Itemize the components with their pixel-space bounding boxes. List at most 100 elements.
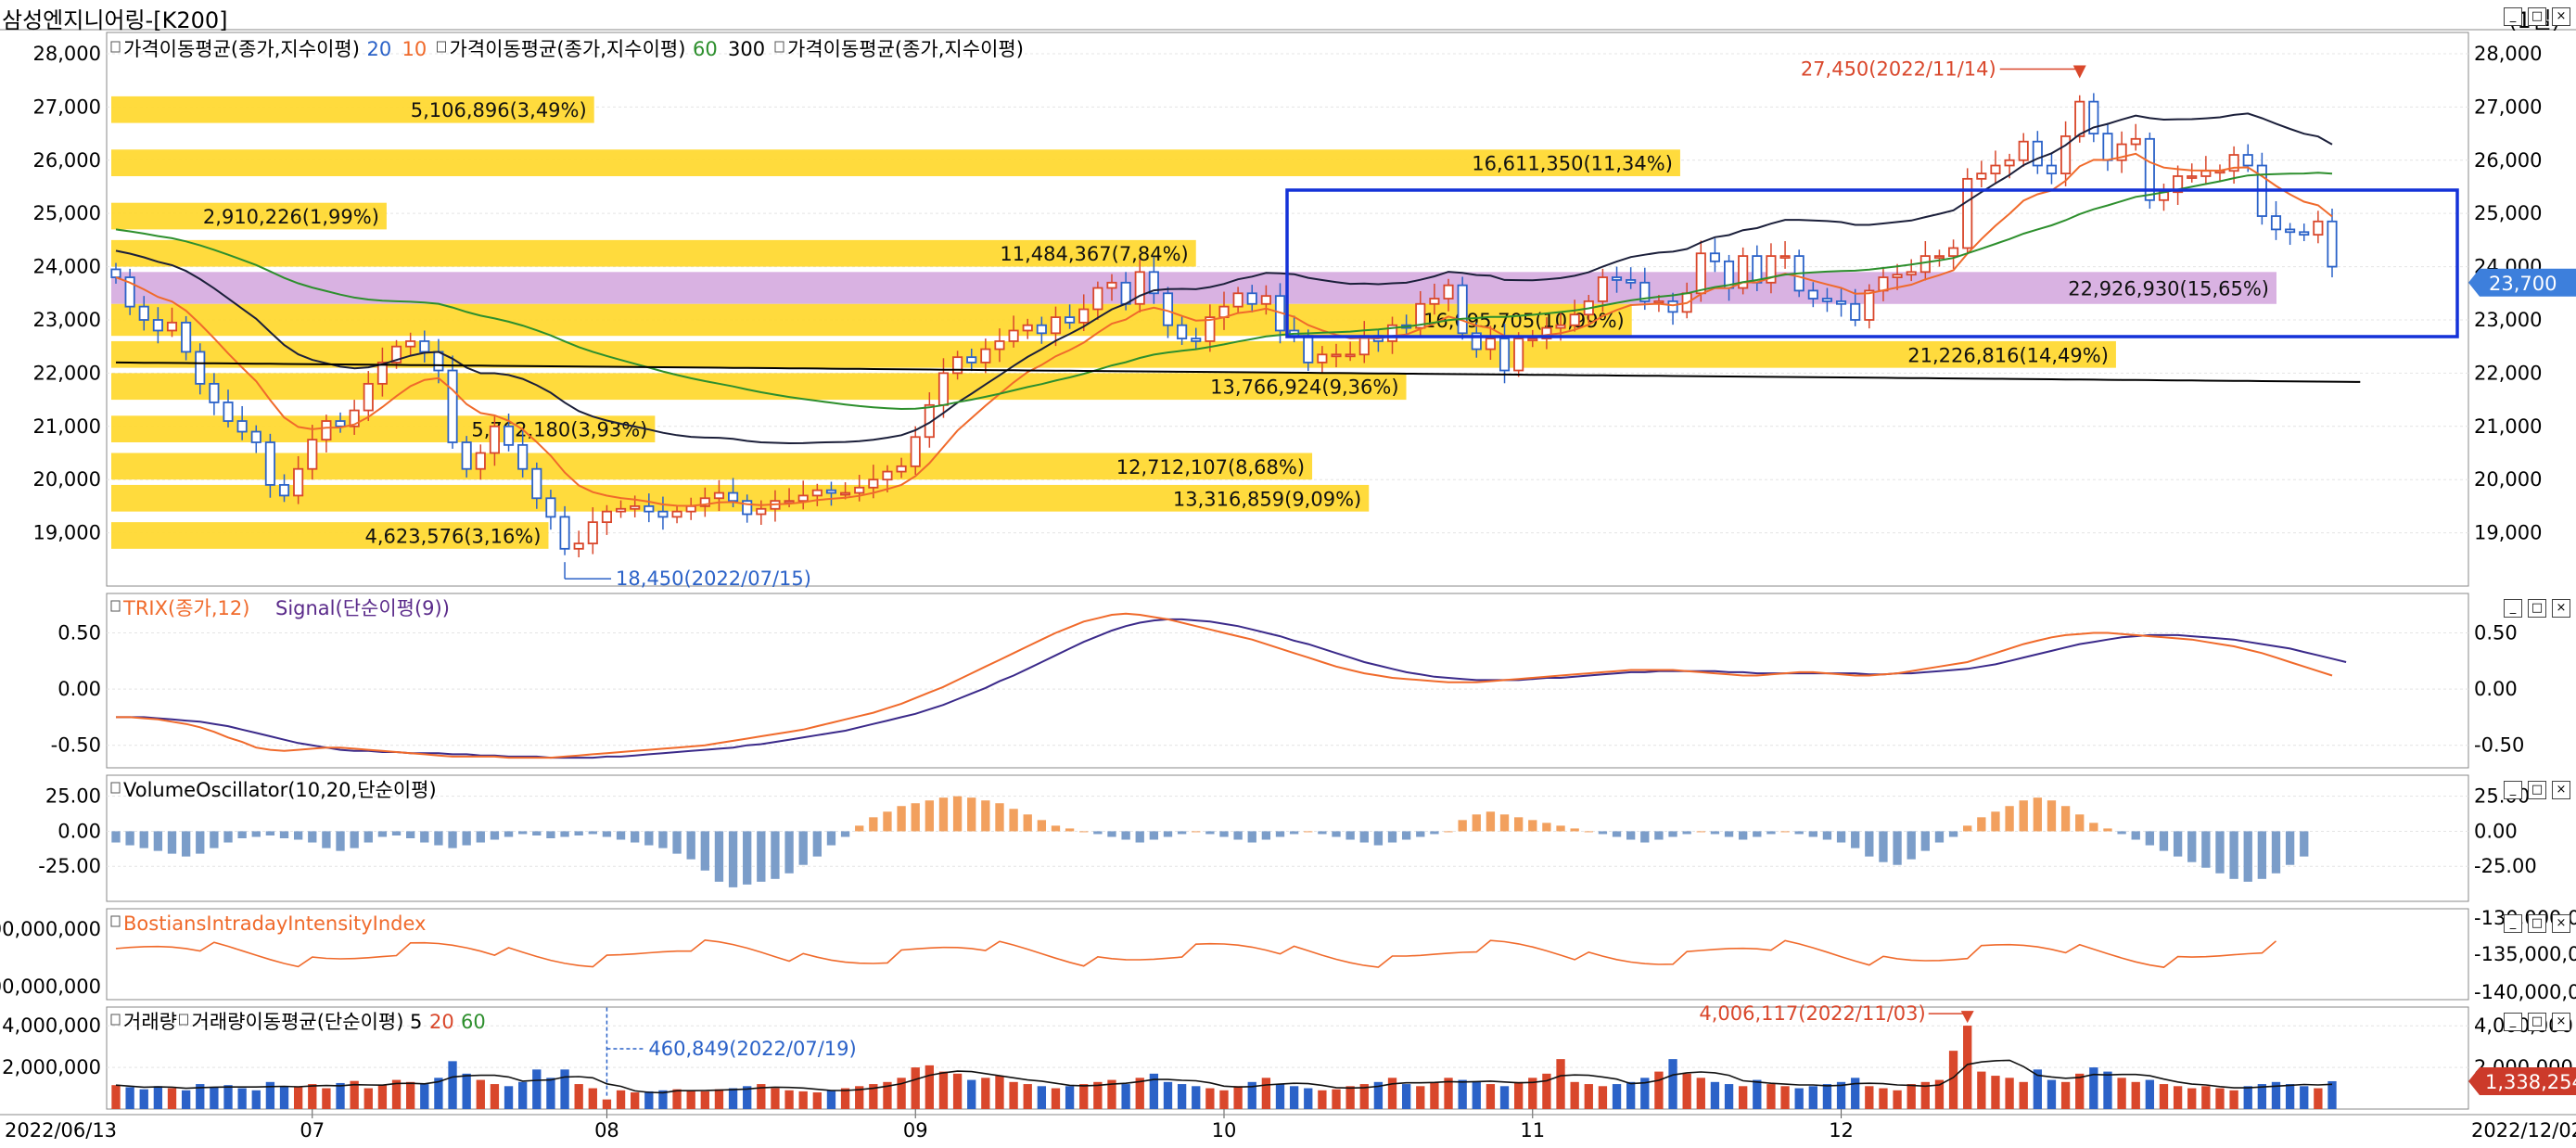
bii-line bbox=[115, 938, 2277, 968]
trix-line bbox=[116, 612, 2333, 759]
candle-body bbox=[825, 489, 837, 494]
price-ytick-right: 27,000 bbox=[2474, 96, 2542, 118]
volume-legend-item: 60 bbox=[461, 1011, 486, 1033]
volume-bar bbox=[1640, 1078, 1650, 1109]
volume-bar bbox=[911, 1067, 920, 1109]
x-axis-label: 12 bbox=[1829, 1119, 1854, 1142]
restore-icon[interactable]: □ bbox=[2528, 914, 2546, 933]
trix-ytick-right: 0.00 bbox=[2474, 678, 2518, 700]
vo-bar bbox=[1023, 814, 1032, 832]
close-icon[interactable]: × bbox=[2552, 1013, 2570, 1031]
close-icon[interactable]: × bbox=[2552, 781, 2570, 799]
volume-bar bbox=[2215, 1088, 2225, 1109]
volume-bar bbox=[1430, 1081, 1439, 1109]
vo-bar bbox=[798, 831, 808, 865]
candle-body bbox=[644, 504, 655, 513]
vo-bar bbox=[2215, 831, 2225, 874]
candle-body bbox=[742, 500, 753, 516]
candle-body bbox=[2299, 231, 2310, 236]
restore-icon[interactable]: □ bbox=[2528, 1013, 2546, 1031]
x-axis-label: 2022/06/13 bbox=[5, 1119, 117, 1142]
vo-bar bbox=[2075, 814, 2085, 832]
vo-bar bbox=[1640, 831, 1650, 843]
vo-bar bbox=[700, 831, 709, 871]
panel-frame-vol bbox=[106, 1006, 2469, 1110]
volume-bar bbox=[1513, 1081, 1524, 1109]
volume-bar bbox=[1668, 1059, 1677, 1109]
volume-ytick-left: 4,000,000 bbox=[2, 1014, 101, 1037]
candle-body bbox=[475, 452, 486, 470]
candle-body bbox=[1976, 172, 1987, 180]
vo-bar bbox=[2257, 831, 2267, 879]
restore-icon[interactable]: □ bbox=[2528, 7, 2546, 26]
close-icon[interactable]: × bbox=[2552, 914, 2570, 933]
close-icon[interactable]: × bbox=[2552, 7, 2570, 26]
volume-bar bbox=[1766, 1084, 1776, 1109]
vo-ytick-right: 0.00 bbox=[2474, 820, 2518, 842]
low-annotation: 18,450(2022/07/15) bbox=[616, 568, 811, 590]
candle-body bbox=[1766, 255, 1777, 284]
volume-bar bbox=[1780, 1086, 1790, 1109]
volume-bar bbox=[2131, 1081, 2140, 1109]
candle-body bbox=[1386, 324, 1398, 342]
minimize-icon[interactable]: _ bbox=[2504, 781, 2522, 799]
volume-bar bbox=[223, 1085, 233, 1109]
vo-bar bbox=[2271, 831, 2281, 874]
vo-bar bbox=[1359, 831, 1369, 843]
candle-body bbox=[1443, 284, 1454, 300]
minimize-icon[interactable]: _ bbox=[2504, 7, 2522, 26]
volume-bar bbox=[2271, 1081, 2281, 1109]
candle-body bbox=[1246, 292, 1257, 305]
vo-bar bbox=[1934, 831, 1945, 843]
vo-bar bbox=[1963, 825, 1972, 832]
volume-by-price-label: 22,926,930(15,65%) bbox=[2068, 278, 2269, 300]
volume-by-price-label: 11,484,367(7,84%) bbox=[1000, 243, 1188, 265]
volume-bar bbox=[1458, 1079, 1467, 1109]
volume-bar bbox=[1205, 1088, 1215, 1109]
volume-legend-item: 20 bbox=[429, 1011, 454, 1033]
vo-bar bbox=[1851, 831, 1860, 848]
price-ytick-right: 21,000 bbox=[2474, 415, 2542, 438]
panel-frame-bii bbox=[106, 908, 2469, 1001]
legend-param: 10 bbox=[402, 38, 427, 60]
close-icon[interactable]: × bbox=[2552, 599, 2570, 618]
vo-bar bbox=[1177, 831, 1187, 835]
x-axis: 2022/06/13 07 08 09 10 11 12 2022/12/02 bbox=[0, 1109, 2576, 1142]
candle-body bbox=[181, 321, 192, 353]
volume-bar bbox=[1359, 1084, 1369, 1109]
volume-bar bbox=[1528, 1078, 1537, 1109]
minimize-icon[interactable]: _ bbox=[2504, 599, 2522, 618]
volume-bar bbox=[167, 1088, 177, 1109]
x-axis-label: 10 bbox=[1212, 1119, 1237, 1142]
vo-bar bbox=[1836, 831, 1846, 843]
range-box bbox=[1285, 188, 2459, 338]
vo-bar bbox=[1289, 831, 1299, 835]
vo-bar bbox=[1093, 831, 1103, 835]
volume-bar bbox=[308, 1084, 317, 1109]
volume-bar bbox=[2285, 1084, 2295, 1109]
restore-icon[interactable]: □ bbox=[2528, 781, 2546, 799]
minimize-icon[interactable]: _ bbox=[2504, 914, 2522, 933]
vo-bar bbox=[546, 831, 555, 838]
volume-by-price-band bbox=[111, 96, 594, 123]
candle-body bbox=[1457, 284, 1468, 335]
vo-bar bbox=[434, 831, 443, 846]
vo-bar bbox=[1065, 828, 1075, 832]
candle-body bbox=[2187, 175, 2198, 179]
candle-body bbox=[209, 382, 220, 403]
vo-bar bbox=[1991, 811, 2000, 832]
vo-bar bbox=[1416, 831, 1425, 837]
vo-bar bbox=[462, 831, 471, 846]
restore-icon[interactable]: □ bbox=[2528, 599, 2546, 618]
vo-bar bbox=[111, 831, 121, 843]
volume-bar bbox=[1724, 1084, 1734, 1109]
vo-bar bbox=[1205, 831, 1215, 835]
volume-bar bbox=[1963, 1026, 1972, 1109]
minimize-icon[interactable]: _ bbox=[2504, 1013, 2522, 1031]
candle-body bbox=[868, 478, 879, 489]
candle-body bbox=[2046, 164, 2058, 175]
candle-body bbox=[896, 465, 907, 473]
vo-bar bbox=[1654, 831, 1664, 840]
